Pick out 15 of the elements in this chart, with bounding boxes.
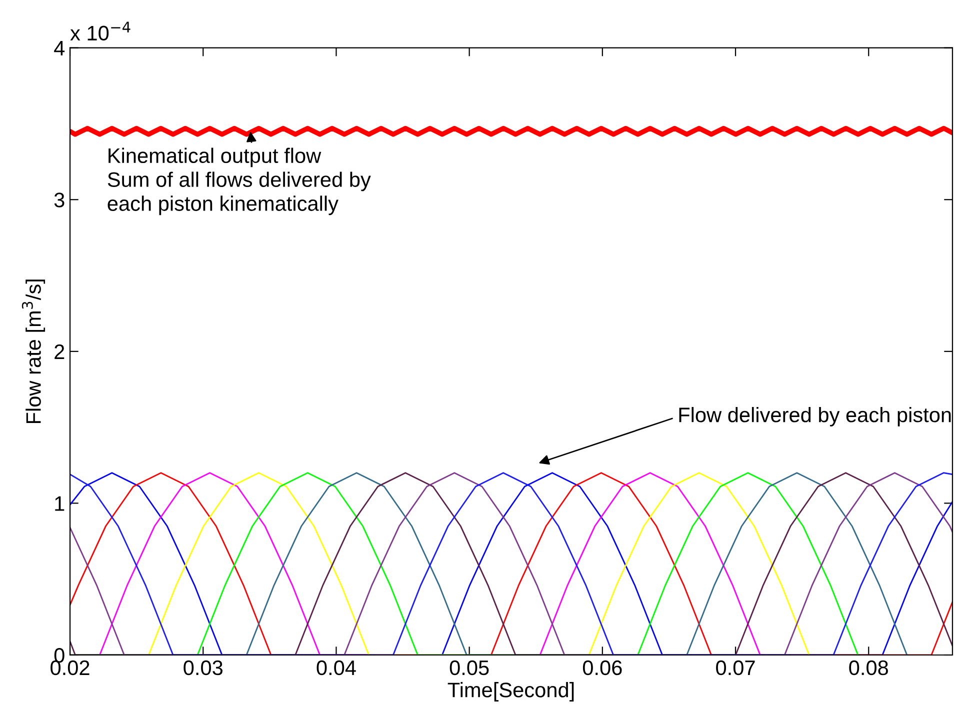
x-tick-label: 0.06 <box>582 660 622 676</box>
x-tick-label: 0.05 <box>450 660 489 676</box>
y-tick-label: 1 <box>55 496 64 511</box>
x-tick-label: 0.03 <box>184 660 222 676</box>
x-tick-label: 0.08 <box>849 660 888 676</box>
y-tick-label: 4 <box>54 41 65 56</box>
y-tick-label: 2 <box>54 344 64 359</box>
x-axis-title: Time[Second] <box>448 682 574 702</box>
x-tick-label: 0.07 <box>716 660 755 676</box>
y-axis-title: Flow rate [m$^{3}$/s] <box>22 280 46 424</box>
x-tick-label: 0.04 <box>316 660 356 676</box>
text: x 10$^{−4}$ <box>70 22 130 41</box>
annotation: Kinematical output flow Sum of all flows delivered by each piston kinematically <box>108 148 371 216</box>
annotation: Flow delivered by each piston <box>679 406 951 426</box>
y-tick-label: 3 <box>54 192 64 208</box>
